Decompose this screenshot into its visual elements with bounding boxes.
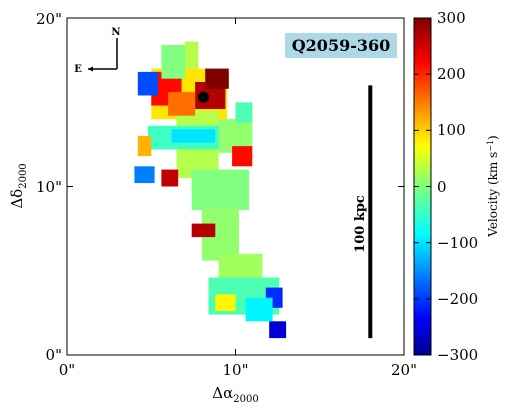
y-tick-label-20: 20" — [36, 10, 62, 28]
velocity-region-14 — [191, 223, 216, 238]
colorbar-tick-label-minus300: −300 — [437, 346, 478, 364]
colorbar-tick-label-100: 100 — [437, 121, 466, 139]
velocity-region-18 — [269, 321, 287, 339]
plot-ticks — [67, 18, 404, 355]
velocity-region-21 — [215, 294, 236, 312]
compass-north-label: N — [111, 27, 120, 38]
velocity-region-6 — [218, 253, 263, 278]
velocity-map-regions — [134, 41, 287, 339]
velocity-region-23 — [161, 45, 185, 79]
velocity-region-25 — [171, 129, 216, 143]
y-axis-title: Δδ2000 — [8, 163, 29, 208]
velocity-region-11 — [205, 68, 229, 89]
x-tick-label-10: 10" — [223, 361, 249, 379]
scale-bar-label: 100 kpc — [353, 195, 368, 253]
x-tick-label-0: 0" — [59, 361, 75, 379]
colorbar-tick-label-300: 300 — [437, 9, 466, 27]
x-axis-title: Δα2000 — [212, 384, 258, 405]
y-tick-label-10: 10" — [36, 178, 62, 196]
y-tick-label-0: 0" — [46, 346, 62, 364]
colorbar-tick-label-minus100: −100 — [437, 234, 478, 252]
object-label-badge — [285, 33, 397, 58]
y-axis-subscript: 2000 — [18, 163, 29, 188]
velocity-region-9 — [137, 135, 152, 157]
colorbar-title-superscript: −1 — [486, 140, 495, 152]
velocity-region-12 — [168, 92, 196, 116]
velocity-region-22 — [235, 102, 253, 123]
quasar-marker — [197, 91, 209, 103]
velocity-region-17 — [134, 166, 155, 184]
x-tick-label-20: 20" — [391, 361, 417, 379]
velocity-region-16 — [137, 71, 158, 96]
colorbar-title-close: ) — [486, 135, 500, 140]
velocity-region-15 — [161, 169, 179, 187]
colorbar-title: Velocity (km s−1) — [486, 135, 500, 238]
object-label: Q2059-360 — [292, 36, 391, 55]
colorbar-tick-label-200: 200 — [437, 65, 466, 83]
velocity-region-13 — [232, 146, 253, 167]
colorbar-ticks — [414, 17, 431, 356]
compass — [88, 38, 118, 72]
velocity-region-20 — [245, 297, 273, 322]
colorbar-tick-label-minus200: −200 — [437, 290, 478, 308]
velocity-region-24 — [184, 41, 199, 69]
x-axis-subscript: 2000 — [233, 394, 258, 405]
compass-east-label: E — [74, 64, 82, 75]
colorbar-tick-label-0: 0 — [437, 178, 447, 196]
velocity-region-4 — [191, 169, 249, 210]
